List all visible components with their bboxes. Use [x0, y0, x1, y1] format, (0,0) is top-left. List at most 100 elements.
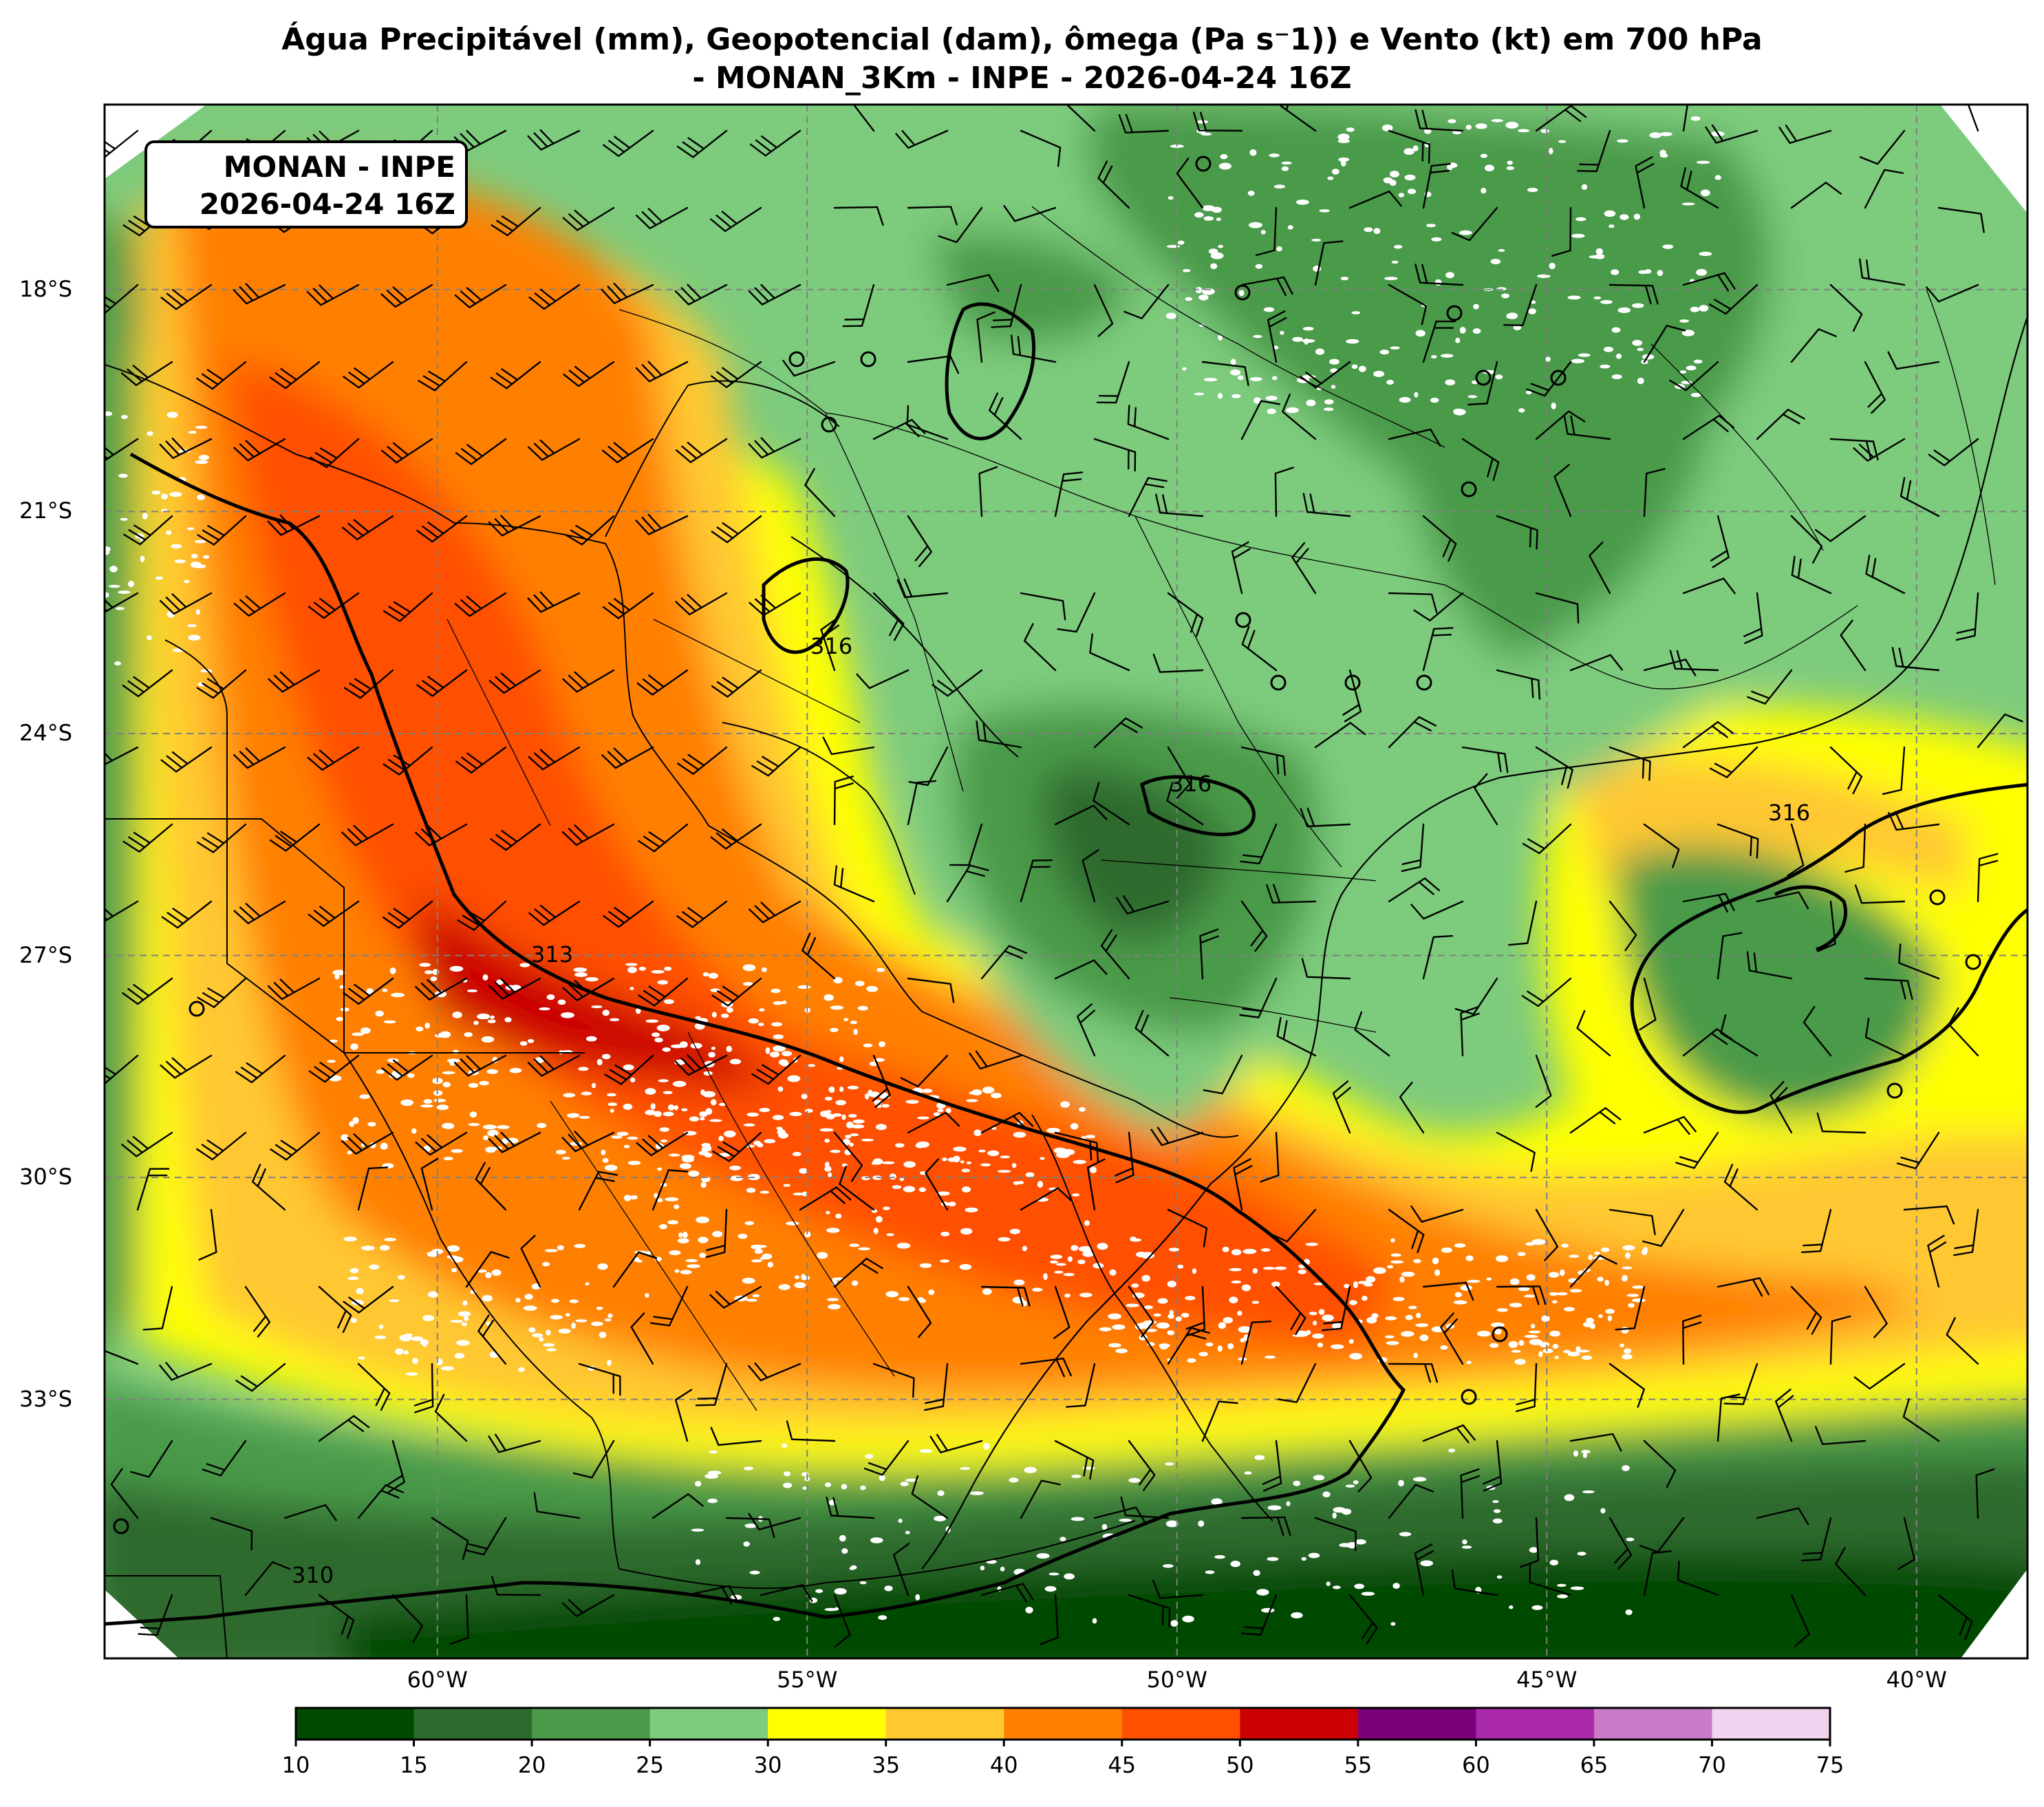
wind-barb	[946, 274, 1000, 292]
omega-speckle	[645, 1088, 656, 1095]
wind-barb	[464, 1517, 507, 1556]
wind-barb	[760, 1584, 813, 1602]
omega-speckle	[573, 967, 587, 972]
omega-speckle	[1699, 251, 1712, 256]
omega-speckle	[703, 1071, 713, 1076]
omega-speckle	[449, 965, 464, 972]
title-line-2: - MONAN_3Km - INPE - 2026-04-24 16Z	[692, 61, 1352, 96]
calm-wind-circle	[1461, 1389, 1477, 1405]
omega-speckle	[980, 1565, 985, 1570]
wind-barb	[197, 515, 247, 546]
omega-speckle	[1182, 1615, 1194, 1623]
omega-speckle	[561, 1157, 570, 1160]
omega-speckle	[828, 1304, 841, 1309]
wind-barb	[833, 1594, 851, 1647]
omega-speckle	[1128, 1477, 1141, 1483]
info-box-line-2: 2026-04-24 16Z	[199, 187, 455, 221]
omega-speckle	[940, 1259, 949, 1263]
omega-speckle	[682, 1231, 688, 1239]
omega-speckle	[1622, 1354, 1633, 1360]
colorbar-tick-label: 75	[1816, 1752, 1844, 1778]
omega-speckle	[391, 992, 405, 998]
omega-speckle	[1060, 1101, 1070, 1108]
omega-speckle	[1306, 399, 1316, 407]
wind-barb	[1787, 823, 1805, 877]
wind-barb	[601, 282, 654, 304]
omega-speckle	[1013, 1279, 1025, 1285]
wind-barb	[872, 592, 905, 641]
omega-speckle	[120, 517, 128, 521]
omega-speckle	[1126, 1303, 1139, 1307]
wind-barb	[1840, 619, 1867, 672]
wind-barb	[491, 1576, 541, 1596]
omega-speckle	[1165, 1462, 1174, 1466]
omega-speckle	[202, 555, 210, 559]
omega-speckle	[403, 1350, 409, 1355]
omega-speckle	[1326, 1581, 1331, 1586]
omega-speckle	[662, 1047, 671, 1052]
omega-speckle	[1391, 260, 1399, 264]
wind-barb	[1526, 361, 1572, 397]
omega-speckle	[1201, 205, 1215, 211]
wind-barb	[1937, 206, 1985, 233]
omega-speckle	[477, 1013, 491, 1020]
omega-speckle	[945, 1108, 951, 1113]
omega-speckle	[442, 1071, 455, 1075]
omega-speckle	[1354, 1583, 1364, 1590]
omega-speckle	[1337, 139, 1351, 144]
omega-speckle	[464, 1316, 469, 1321]
wind-barb	[1975, 1468, 1995, 1519]
omega-speckle	[1313, 1475, 1325, 1481]
wind-barb	[674, 1389, 693, 1442]
omega-speckle	[678, 1232, 683, 1238]
omega-speckle	[1313, 1282, 1324, 1285]
omega-speckle	[1022, 1245, 1027, 1252]
omega-speckle	[1524, 1334, 1538, 1338]
wind-barb	[1176, 158, 1204, 209]
omega-speckle	[704, 1473, 719, 1479]
omega-speckle	[1218, 334, 1223, 341]
wind-barb	[268, 669, 321, 693]
calm-wind-circle	[1492, 1326, 1508, 1343]
wind-barb	[906, 405, 949, 440]
wind-barb	[748, 1512, 802, 1530]
wind-barb	[491, 206, 541, 237]
wind-barb	[1553, 464, 1572, 517]
wind-barb	[488, 1131, 541, 1153]
omega-speckle	[667, 1220, 678, 1225]
omega-speckle	[1218, 393, 1223, 399]
omega-speckle	[606, 1093, 616, 1097]
wind-barb	[1239, 977, 1278, 1018]
omega-speckle	[1153, 1313, 1161, 1317]
wind-barb	[1882, 746, 1906, 795]
wind-barb	[1020, 1187, 1073, 1211]
wind-barb	[978, 466, 998, 517]
omega-speckle	[422, 1314, 434, 1321]
omega-speckle	[771, 988, 781, 994]
omega-speckle	[1079, 1292, 1093, 1298]
wind-barb	[991, 284, 1022, 328]
omega-speckle	[922, 1089, 933, 1093]
wind-barb	[413, 1362, 434, 1413]
omega-speckle	[1434, 1269, 1441, 1276]
omega-speckle	[1390, 171, 1399, 178]
wind-barb	[1116, 895, 1170, 915]
omega-speckle	[658, 1079, 669, 1082]
omega-speckle	[611, 1135, 623, 1139]
wind-barb	[976, 720, 1022, 749]
wind-barb	[1682, 721, 1734, 749]
wind-barb	[822, 736, 875, 756]
omega-speckle	[679, 1163, 691, 1169]
wind-barb	[1680, 167, 1719, 209]
wind-barb	[1262, 1440, 1282, 1492]
omega-speckle	[1385, 1316, 1397, 1320]
wind-barb	[416, 669, 468, 697]
wind-barb	[1241, 626, 1278, 672]
wind-barb	[578, 1362, 621, 1396]
omega-speckle	[1525, 390, 1532, 394]
omega-speckle	[1249, 149, 1257, 156]
wind-barb	[122, 823, 173, 853]
wind-barb	[636, 1131, 689, 1157]
omega-speckle	[389, 967, 396, 974]
contour-labels: 316 316 316 313 310	[292, 633, 1810, 1588]
